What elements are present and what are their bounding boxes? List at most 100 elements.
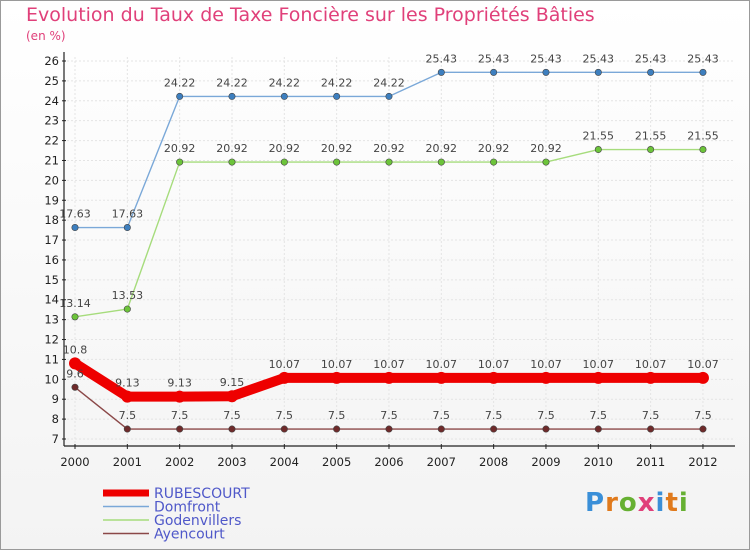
data-label: 24.22 <box>216 76 248 89</box>
data-label: 7.5 <box>590 409 608 422</box>
data-point <box>385 92 393 100</box>
y-tick-label: 24 <box>44 94 59 108</box>
data-label: 20.92 <box>216 142 248 155</box>
data-label: 20.92 <box>373 142 405 155</box>
logo-letter: t <box>665 488 679 518</box>
data-point <box>280 425 288 433</box>
x-tick-label: 2002 <box>165 455 194 469</box>
data-label: 7.5 <box>276 409 294 422</box>
y-tick-label: 13 <box>44 313 59 327</box>
data-point <box>176 425 184 433</box>
data-point <box>490 68 498 76</box>
x-tick-label: 2012 <box>688 455 717 469</box>
data-label: 10.8 <box>63 343 88 356</box>
y-tick-label: 26 <box>44 54 59 68</box>
data-point <box>333 158 341 166</box>
data-point <box>647 68 655 76</box>
y-tick-label: 20 <box>44 173 59 187</box>
data-label: 25.43 <box>426 52 458 65</box>
data-label: 25.43 <box>583 52 615 65</box>
data-label: 10.07 <box>635 358 667 371</box>
data-point <box>435 371 448 384</box>
data-point <box>333 92 341 100</box>
data-point <box>437 425 445 433</box>
data-point <box>542 68 550 76</box>
data-point <box>382 371 395 384</box>
data-label: 10.07 <box>530 358 562 371</box>
data-point <box>696 371 709 384</box>
logo-letter: i <box>655 488 666 518</box>
logo-letter: o <box>618 488 638 518</box>
data-label: 21.55 <box>583 130 615 143</box>
logo-letter: x <box>637 488 656 518</box>
y-tick-label: 22 <box>44 134 59 148</box>
data-label: 24.22 <box>269 76 301 89</box>
data-point <box>647 146 655 154</box>
y-tick-label: 19 <box>44 193 59 207</box>
data-point <box>490 158 498 166</box>
data-point <box>385 158 393 166</box>
y-tick-label: 16 <box>44 253 59 267</box>
y-tick-label: 14 <box>44 293 59 307</box>
data-label: 21.55 <box>635 130 667 143</box>
data-label: 7.5 <box>485 409 503 422</box>
y-tick-label: 21 <box>44 153 59 167</box>
data-point <box>330 371 343 384</box>
y-tick-label: 7 <box>52 432 59 446</box>
data-label: 13.14 <box>59 297 91 310</box>
data-label: 24.22 <box>164 76 196 89</box>
y-tick-label: 8 <box>52 412 59 426</box>
data-point <box>490 425 498 433</box>
data-label: 17.63 <box>59 208 91 221</box>
y-tick-label: 12 <box>44 333 59 347</box>
data-label: 7.5 <box>223 409 241 422</box>
legend-label-domfront: Domfront <box>154 500 221 516</box>
data-label: 10.07 <box>321 358 353 371</box>
x-tick-label: 2005 <box>322 455 351 469</box>
data-label: 20.92 <box>478 142 510 155</box>
x-tick-label: 2007 <box>427 455 456 469</box>
data-point <box>542 425 550 433</box>
data-label: 7.5 <box>537 409 555 422</box>
y-tick-label: 9 <box>52 392 59 406</box>
data-label: 24.22 <box>373 76 405 89</box>
x-tick-label: 2009 <box>531 455 560 469</box>
data-point <box>280 158 288 166</box>
data-point <box>542 158 550 166</box>
data-point <box>333 425 341 433</box>
data-label: 24.22 <box>321 76 353 89</box>
data-point <box>71 383 79 391</box>
data-label: 20.92 <box>426 142 458 155</box>
y-tick-label: 10 <box>44 372 59 386</box>
chart-title: Evolution du Taux de Taxe Foncière sur l… <box>26 4 595 26</box>
data-label: 7.5 <box>328 409 346 422</box>
data-point <box>539 371 552 384</box>
y-tick-label: 15 <box>44 273 59 287</box>
y-tick-label: 17 <box>44 233 59 247</box>
x-tick-label: 2000 <box>60 455 89 469</box>
data-label: 21.55 <box>687 130 719 143</box>
logo-letter: i <box>678 488 689 518</box>
data-label: 10.07 <box>373 358 405 371</box>
data-point <box>123 425 131 433</box>
data-point <box>71 224 79 232</box>
proxiti-logo: Proxiti <box>585 488 689 518</box>
data-point <box>437 158 445 166</box>
data-label: 20.92 <box>269 142 301 155</box>
data-label: 10.07 <box>269 358 301 371</box>
data-point <box>699 425 707 433</box>
data-label: 7.5 <box>694 409 712 422</box>
data-point <box>594 68 602 76</box>
data-point <box>594 425 602 433</box>
data-label: 20.92 <box>530 142 562 155</box>
data-label: 25.43 <box>478 52 510 65</box>
data-label: 7.5 <box>433 409 451 422</box>
data-point <box>228 92 236 100</box>
y-tick-label: 11 <box>44 352 59 366</box>
x-tick-label: 2004 <box>270 455 299 469</box>
data-point <box>173 390 186 403</box>
legend-label-godenvillers: Godenvillers <box>154 513 241 529</box>
x-tick-label: 2008 <box>479 455 508 469</box>
data-label: 17.63 <box>112 208 144 221</box>
